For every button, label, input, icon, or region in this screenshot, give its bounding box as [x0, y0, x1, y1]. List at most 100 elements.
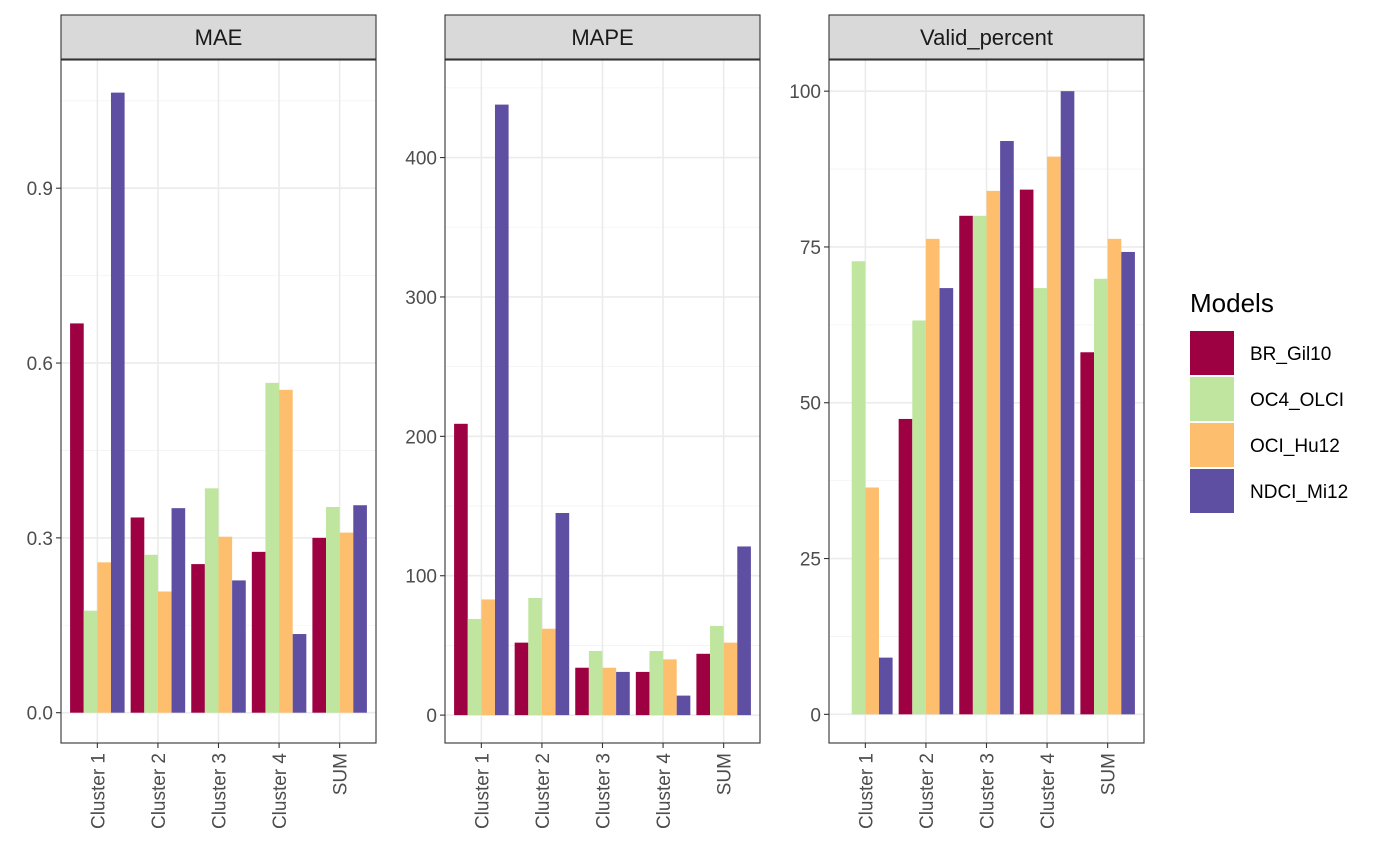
bar-oc4-olci-4: [649, 651, 664, 716]
y-tick-label: 75: [800, 238, 821, 259]
facet-title: MAE: [195, 25, 243, 50]
x-tick-label: Cluster 3: [210, 753, 231, 829]
legend-label: BR_Gil10: [1250, 344, 1331, 365]
bar-oci-hu12-2: [541, 628, 556, 716]
legend-label: OC4_OLCI: [1250, 390, 1344, 411]
x-tick-label: Cluster 2: [533, 753, 554, 829]
y-tick-label: 0.0: [27, 704, 53, 725]
bar-ndci-mi12-3: [232, 580, 246, 713]
y-tick-label: 0.3: [27, 529, 53, 550]
bar-oc4-olci-3: [588, 651, 603, 716]
bar-oci-hu12-1: [481, 599, 495, 716]
legend-key-oci-hu12: [1190, 423, 1234, 467]
bar-oc4-olci-4: [1033, 288, 1048, 715]
x-tick-label: Cluster 2: [917, 753, 938, 829]
bar-ndci-mi12-2: [171, 508, 186, 713]
bar-oc4-olci-5: [1094, 278, 1108, 715]
bar-br-gil10-3: [959, 215, 973, 715]
bar-oci-hu12-4: [279, 389, 293, 713]
y-tick-label: 0: [426, 706, 437, 727]
x-tick-label: Cluster 4: [654, 753, 675, 829]
bar-br-gil10-5: [696, 653, 711, 716]
bar-oci-hu12-5: [1107, 238, 1122, 715]
bar-oci-hu12-4: [663, 659, 677, 716]
legend-label: NDCI_Mi12: [1250, 482, 1348, 503]
panel-valid-percent: Valid_percent 0 25 50 75 100 Cluster 1 Cluster …: [789, 14, 1145, 829]
legend: Models BR_Gil10 OC4_OLCI OCI_Hu12 NDCI_Mi12: [1190, 288, 1348, 513]
x-tick-label: Cluster 1: [472, 753, 493, 829]
bar-oc4-olci-1: [467, 618, 482, 716]
x-tick-label: SUM: [1099, 753, 1120, 795]
bar-oc4-olci-1: [851, 261, 866, 715]
x-tick-label: Cluster 3: [594, 753, 615, 829]
bar-ndci-mi12-4: [676, 695, 691, 716]
bar-br-gil10-1: [454, 423, 468, 716]
bar-ndci-mi12-5: [737, 546, 751, 716]
bar-oci-hu12-1: [97, 562, 111, 713]
y-tick-label: 25: [800, 550, 821, 571]
x-tick-label: Cluster 2: [149, 753, 170, 829]
bar-ndci-mi12-1: [878, 657, 893, 715]
facet-title: MAPE: [571, 25, 633, 50]
legend-key-ndci-mi12: [1190, 469, 1234, 513]
bar-ndci-mi12-4: [292, 634, 307, 713]
bar-oci-hu12-4: [1047, 156, 1061, 715]
bar-ndci-mi12-2: [555, 513, 570, 716]
x-tick-label: Cluster 4: [1038, 753, 1059, 829]
bar-oci-hu12-3: [986, 190, 1001, 715]
legend-key-br-gil10: [1190, 331, 1234, 375]
x-tick-label: SUM: [331, 753, 352, 795]
y-tick-label: 0.9: [27, 179, 53, 200]
y-tick-label: 0.6: [27, 354, 53, 375]
bar-oci-hu12-3: [602, 667, 617, 716]
bar-ndci-mi12-5: [1121, 251, 1135, 715]
bar-ndci-mi12-3: [1000, 141, 1014, 715]
bar-oc4-olci-4: [265, 382, 280, 713]
bar-ndci-mi12-1: [494, 104, 509, 716]
bar-br-gil10-2: [514, 642, 529, 716]
bar-br-gil10-1: [70, 323, 84, 713]
bar-oci-hu12-5: [339, 532, 354, 713]
y-tick-label: 0: [810, 705, 821, 726]
bar-oci-hu12-3: [218, 536, 233, 713]
bar-br-gil10-5: [312, 537, 327, 713]
bar-ndci-mi12-5: [353, 505, 367, 713]
facet-strip: [828, 14, 1145, 60]
bar-br-gil10-3: [575, 667, 589, 716]
bar-ndci-mi12-4: [1060, 91, 1075, 715]
bar-oc4-olci-2: [912, 320, 926, 715]
legend-key-oc4-olci: [1190, 377, 1234, 421]
facet-title: Valid_percent: [920, 25, 1053, 50]
bar-oc4-olci-3: [972, 215, 987, 715]
x-tick-label: SUM: [715, 753, 736, 795]
y-tick-label: 200: [405, 427, 437, 448]
bar-br-gil10-4: [635, 671, 650, 716]
legend-title: Models: [1190, 288, 1274, 318]
bar-br-gil10-5: [1080, 352, 1095, 715]
bar-ndci-mi12-3: [616, 671, 630, 716]
bar-ndci-mi12-1: [110, 92, 125, 713]
x-tick-label: Cluster 1: [856, 753, 877, 829]
bar-oc4-olci-2: [144, 554, 158, 713]
y-tick-label: 400: [405, 149, 437, 170]
bar-br-gil10-3: [191, 564, 205, 713]
facet-strip: [444, 14, 761, 60]
bar-oci-hu12-1: [865, 487, 879, 715]
bar-br-gil10-2: [130, 517, 145, 713]
bar-ndci-mi12-2: [939, 288, 954, 715]
bar-oci-hu12-5: [723, 642, 738, 716]
bar-br-gil10-4: [1019, 189, 1034, 715]
bar-oci-hu12-2: [925, 238, 940, 715]
legend-label: OCI_Hu12: [1250, 436, 1340, 457]
bar-oc4-olci-1: [83, 610, 98, 713]
x-tick-label: Cluster 4: [270, 753, 291, 829]
panel-mape: MAPE 0 100 200 300 400 Cluster 1 Cluster 2 Clust…: [405, 14, 761, 829]
bar-oc4-olci-5: [710, 625, 724, 716]
y-tick-label: 50: [800, 394, 821, 415]
y-tick-label: 100: [789, 82, 821, 103]
bar-oc4-olci-5: [326, 506, 340, 713]
panel-mae: MAE 0.0 0.3 0.6 0.9 Cluster 1 Cluster 2 Cluster…: [27, 14, 377, 829]
y-tick-label: 100: [405, 567, 437, 588]
bar-oc4-olci-2: [528, 598, 542, 716]
